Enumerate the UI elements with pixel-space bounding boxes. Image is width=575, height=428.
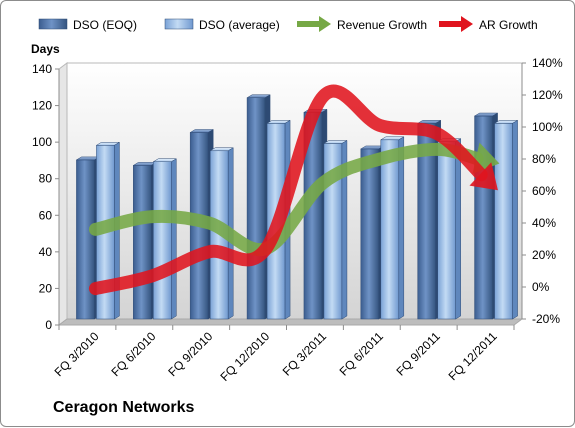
left-tick-label: 60 (39, 208, 53, 222)
bar-dso-average (380, 139, 400, 320)
x-tick-label: FQ 9/2011 (393, 329, 443, 379)
bar-side-dso-average (398, 136, 405, 320)
plot-side-wall (58, 62, 68, 326)
left-axis-title: Days (31, 42, 60, 56)
x-tick-label: FQ 12/2011 (446, 329, 500, 383)
company-name: Ceragon Networks (53, 399, 195, 416)
legend-label-ar-growth: AR Growth (479, 18, 538, 32)
legend-arrowhead-revenue-growth (319, 16, 331, 32)
x-tick-label: FQ 3/2010 (52, 329, 102, 379)
left-tick-label: 40 (39, 245, 53, 259)
right-tick-label: 0% (532, 280, 550, 294)
left-tick-label: 0 (45, 318, 52, 332)
legend-label-dso-average: DSO (average) (199, 18, 280, 32)
bar-dso-average (153, 161, 172, 320)
left-tick-label: 80 (39, 172, 53, 186)
bar-dso-average (437, 141, 456, 320)
bar-dso-eoq (360, 148, 380, 320)
right-tick-label: 120% (532, 88, 563, 102)
bar-side-dso-average (171, 158, 177, 320)
right-tick-label: 80% (532, 152, 556, 166)
x-tick-label: FQ 3/2011 (280, 329, 330, 379)
ar-growth-line-arrowhead (469, 162, 498, 191)
bar-side-dso-average (341, 140, 348, 320)
right-tick-label: 140% (532, 56, 563, 70)
x-tick-label: FQ 12/2010 (217, 329, 272, 384)
left-tick-label: 100 (32, 135, 52, 149)
x-tick-label: FQ 6/2010 (108, 329, 158, 379)
bar-dso-eoq (474, 115, 493, 320)
bar-dso-eoq (76, 159, 95, 320)
bar-side-dso-average (512, 119, 518, 320)
right-tick-label: 20% (532, 248, 556, 262)
legend-label-revenue-growth: Revenue Growth (337, 18, 427, 32)
plot-floor (57, 318, 524, 326)
bar-dso-average (494, 123, 513, 320)
right-tick-label: 100% (532, 120, 563, 134)
x-tick-label: FQ 6/2011 (337, 329, 387, 379)
ar-growth-line (88, 84, 488, 296)
bar-dso-eoq (133, 165, 152, 320)
legend-label-dso-eoq: DSO (EOQ) (73, 18, 137, 32)
revenue-growth-line (88, 142, 484, 257)
right-tick-label: 40% (532, 216, 556, 230)
legend-swatch-dso-eoq (38, 18, 68, 30)
left-tick-label: 120 (32, 99, 52, 113)
legend-arrowhead-ar-growth (461, 16, 473, 32)
left-tick-label: 140 (32, 62, 52, 76)
x-tick-label: FQ 9/2010 (165, 329, 215, 379)
left-tick-label: 20 (39, 281, 53, 295)
bar-side-dso-average (455, 138, 461, 320)
bar-dso-eoq (246, 97, 266, 320)
legend-swatch-dso-average (164, 18, 194, 30)
right-tick-label: -20% (532, 312, 560, 326)
right-tick-label: 60% (532, 184, 556, 198)
bar-side-dso-average (114, 141, 120, 320)
